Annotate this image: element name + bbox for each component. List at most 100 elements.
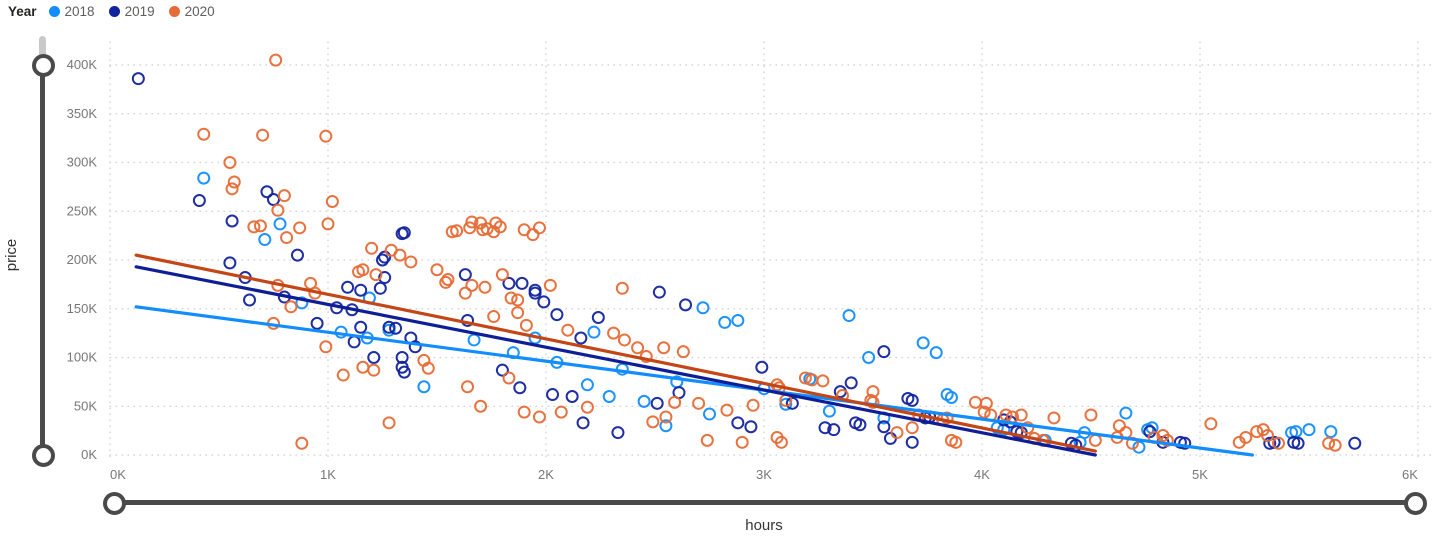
scatter-point-2019[interactable] [853, 418, 867, 432]
scatter-point-2018[interactable] [273, 217, 287, 231]
x-slider-handle-left[interactable] [103, 492, 126, 515]
scatter-point-2019[interactable] [652, 285, 666, 299]
scatter-point-2019[interactable] [225, 214, 239, 228]
scatter-point-2020[interactable] [325, 195, 339, 208]
scatter-point-2020[interactable] [631, 341, 645, 355]
scatter-point-2019[interactable] [731, 416, 745, 430]
scatter-point-2020[interactable] [615, 281, 629, 295]
scatter-point-2020[interactable] [280, 231, 294, 245]
scatter-point-2018[interactable] [467, 333, 481, 347]
scatter-point-2018[interactable] [587, 325, 601, 339]
scatter-point-2018[interactable] [295, 296, 309, 310]
scatter-point-2018[interactable] [862, 351, 876, 364]
scatter-point-2019[interactable] [827, 423, 841, 437]
scatter-point-2019[interactable] [591, 311, 605, 325]
scatter-point-2018[interactable] [822, 404, 836, 418]
scatter-point-2020[interactable] [1322, 436, 1336, 450]
scatter-point-2020[interactable] [465, 278, 479, 292]
scatter-point-2020[interactable] [441, 273, 455, 286]
scatter-point-2018[interactable] [944, 390, 958, 404]
scatter-point-2019[interactable] [408, 340, 422, 354]
scatter-point-2019[interactable] [395, 351, 409, 364]
scatter-point-2020[interactable] [197, 127, 211, 141]
scatter-point-2019[interactable] [818, 421, 832, 435]
scatter-point-2020[interactable] [798, 371, 812, 385]
scatter-point-2018[interactable] [703, 407, 716, 421]
scatter-point-2018[interactable] [929, 346, 943, 360]
y-slider-handle-bottom[interactable] [32, 444, 55, 467]
scatter-point-2020[interactable] [890, 426, 904, 440]
scatter-point-2019[interactable] [389, 321, 403, 335]
scatter-point-2019[interactable] [354, 283, 368, 297]
scatter-point-2020[interactable] [223, 156, 237, 169]
scatter-point-2020[interactable] [458, 286, 472, 300]
scatter-point-2020[interactable] [580, 400, 594, 414]
scatter-point-2020[interactable] [532, 410, 546, 424]
scatter-point-2019[interactable] [565, 390, 579, 403]
scatter-point-2020[interactable] [321, 217, 335, 231]
scatter-point-2020[interactable] [519, 318, 533, 332]
scatter-point-2018[interactable] [718, 315, 732, 329]
scatter-point-2020[interactable] [949, 435, 963, 449]
scatter-point-2018[interactable] [1132, 440, 1146, 454]
scatter-point-2020[interactable] [495, 268, 509, 282]
scatter-point-2020[interactable] [532, 221, 546, 235]
scatter-point-2020[interactable] [489, 216, 503, 230]
scatter-point-2020[interactable] [430, 263, 444, 277]
scatter-point-2018[interactable] [696, 301, 710, 315]
scatter-point-2020[interactable] [271, 203, 285, 217]
scatter-point-2020[interactable] [968, 395, 982, 409]
scatter-point-2020[interactable] [668, 395, 682, 409]
scatter-point-2020[interactable] [465, 215, 479, 229]
scatter-point-2020[interactable] [692, 396, 706, 410]
scatter-point-2018[interactable] [258, 233, 272, 247]
scatter-point-2020[interactable] [517, 405, 531, 419]
legend-item-2019[interactable]: 2019 [108, 4, 155, 19]
scatter-point-2019[interactable] [513, 381, 527, 395]
scatter-point-2018[interactable] [417, 380, 431, 394]
scatter-point-2020[interactable] [999, 408, 1013, 422]
scatter-point-2019[interactable] [495, 363, 509, 377]
scatter-point-2020[interactable] [659, 410, 673, 424]
scatter-point-2020[interactable] [319, 340, 333, 354]
scatter-point-2020[interactable] [352, 265, 366, 279]
scatter-point-2020[interactable] [816, 374, 830, 388]
scatter-point-2020[interactable] [1084, 408, 1098, 422]
scatter-point-2018[interactable] [197, 171, 211, 185]
scatter-point-2020[interactable] [1204, 417, 1218, 431]
scatter-point-2018[interactable] [1302, 423, 1316, 437]
scatter-point-2019[interactable] [755, 360, 769, 374]
scatter-point-2019[interactable] [373, 281, 387, 295]
scatter-point-2019[interactable] [354, 320, 368, 334]
scatter-point-2020[interactable] [1021, 421, 1035, 435]
scatter-point-2019[interactable] [131, 72, 145, 86]
scatter-point-2020[interactable] [1261, 429, 1275, 442]
scatter-point-2020[interactable] [561, 323, 575, 337]
scatter-point-2020[interactable] [657, 341, 671, 355]
scatter-point-2020[interactable] [774, 435, 788, 449]
scatter-point-2020[interactable] [487, 310, 501, 324]
scatter-point-2020[interactable] [439, 275, 453, 289]
scatter-point-2020[interactable] [336, 368, 350, 382]
scatter-point-2020[interactable] [393, 248, 407, 262]
scatter-point-2020[interactable] [617, 333, 631, 347]
scatter-point-2020[interactable] [511, 306, 525, 320]
scatter-point-2018[interactable] [731, 313, 745, 327]
scatter-point-2020[interactable] [502, 371, 516, 385]
scatter-point-2018[interactable] [659, 419, 673, 433]
scatter-point-2019[interactable] [341, 280, 355, 294]
scatter-point-2019[interactable] [243, 293, 257, 307]
scatter-point-2020[interactable] [293, 221, 307, 235]
scatter-point-2020[interactable] [227, 175, 241, 189]
scatter-point-2019[interactable] [502, 276, 516, 290]
scatter-point-2020[interactable] [247, 220, 261, 234]
scatter-point-2019[interactable] [905, 393, 919, 407]
scatter-point-2020[interactable] [866, 385, 880, 399]
scatter-point-2019[interactable] [574, 331, 588, 345]
scatter-point-2018[interactable] [1119, 406, 1133, 420]
scatter-point-2019[interactable] [877, 345, 891, 359]
scatter-point-2020[interactable] [554, 405, 568, 419]
scatter-point-2018[interactable] [1324, 425, 1338, 439]
scatter-point-2020[interactable] [607, 326, 621, 340]
scatter-point-2020[interactable] [382, 416, 396, 430]
